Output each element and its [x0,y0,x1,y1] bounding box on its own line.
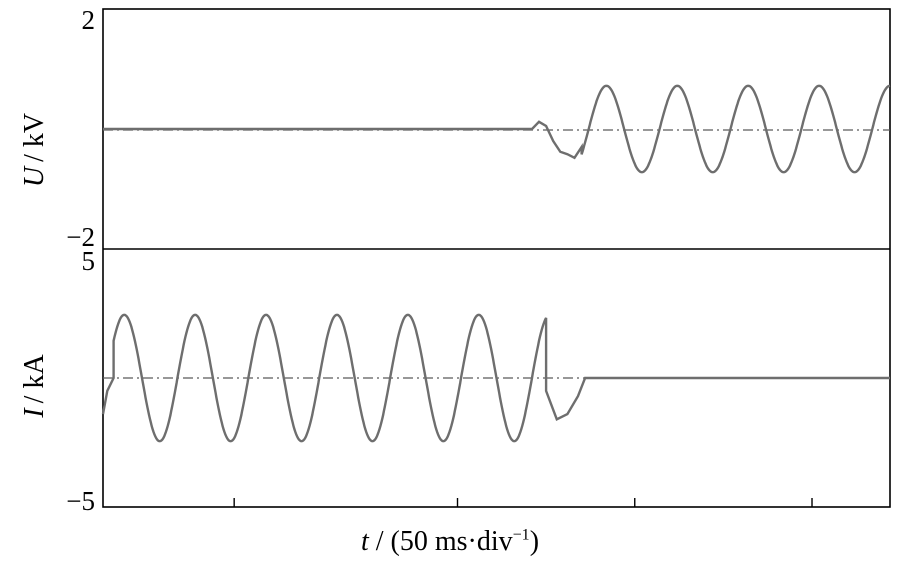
bottom-ytick-min: −5 [66,486,95,516]
top-ylabel-unit: / kV [19,113,50,162]
bottom-ytick-max: 5 [82,246,96,276]
x-axis-unit: / (50 ms·div [375,526,513,557]
x-axis-label: t / (50 ms·div−1) [0,526,900,558]
voltage-trace [103,84,891,174]
plot-frame [102,8,891,508]
x-axis-var: t [360,526,369,557]
current-trace [101,313,890,443]
top-ytick-min: −2 [66,222,95,252]
x-axis-ticks [233,498,813,507]
top-ytick-max: 2 [82,5,96,35]
bottom-ylabel-var: I [19,407,50,419]
x-axis-exponent: −1 [512,526,530,544]
bottom-ylabel-unit: / kA [19,354,50,404]
bottom-ylabel: I / kA [19,354,50,419]
top-ylabel-var: U [19,165,50,187]
top-ylabel: U / kV [19,113,50,187]
x-axis-close: ) [529,526,540,557]
